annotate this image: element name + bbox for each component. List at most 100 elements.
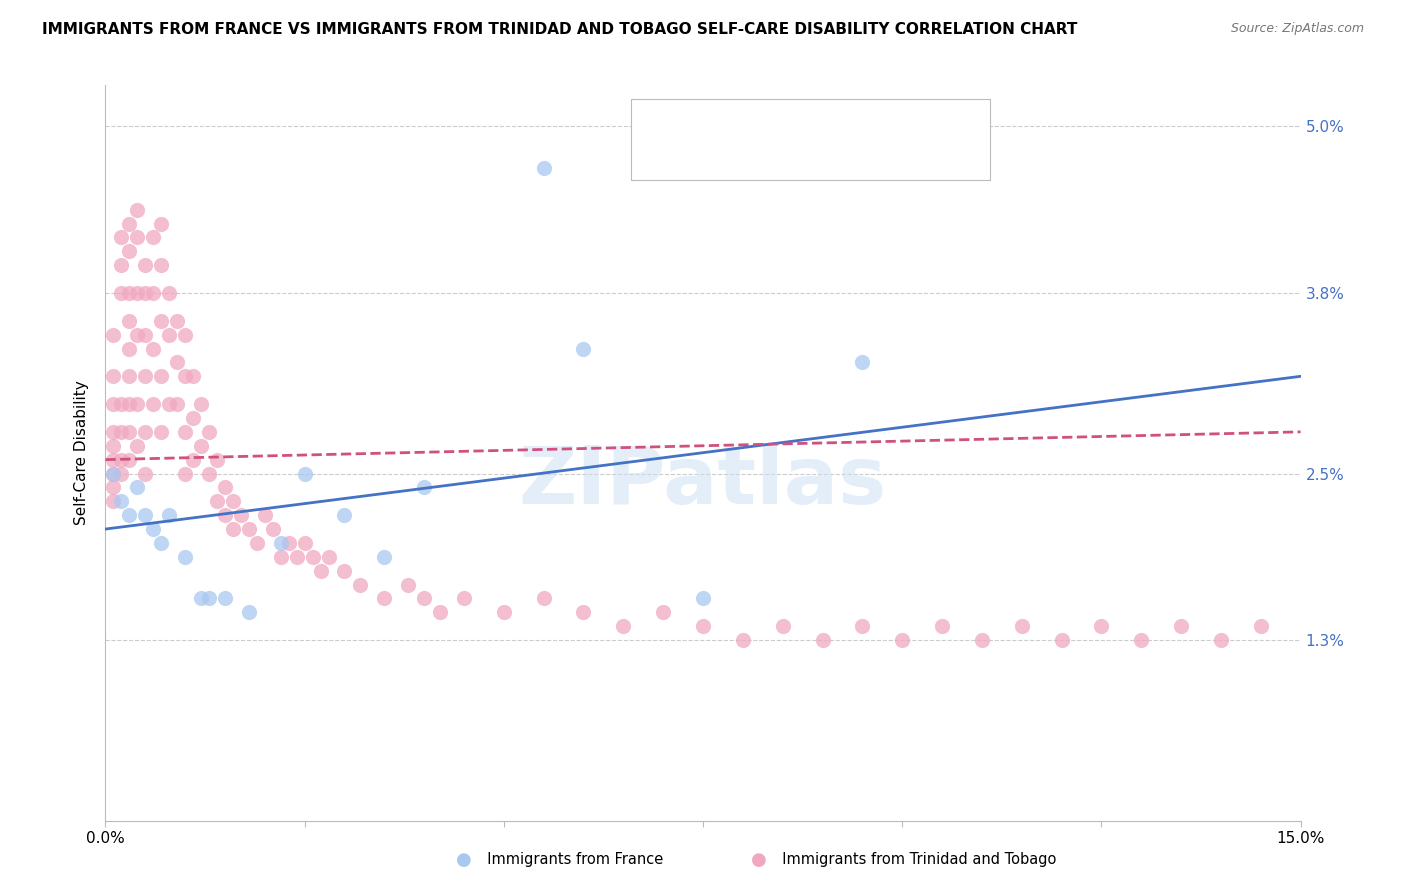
Point — [413, 591, 436, 606]
Point — [150, 258, 173, 272]
Point — [134, 285, 156, 300]
Point — [572, 342, 595, 356]
Point — [333, 508, 356, 523]
Text: Immigrants from Trinidad and Tobago: Immigrants from Trinidad and Tobago — [773, 853, 1057, 867]
Point — [103, 452, 125, 467]
Point — [127, 397, 149, 411]
Point — [373, 591, 395, 606]
Point — [103, 467, 125, 481]
Point — [127, 327, 149, 342]
Point — [174, 369, 197, 384]
Point — [181, 369, 204, 384]
Point — [150, 369, 173, 384]
Point — [396, 577, 419, 591]
Point — [103, 397, 125, 411]
Point — [174, 327, 197, 342]
Point — [103, 494, 125, 508]
Point — [134, 425, 156, 439]
Point — [772, 619, 794, 633]
Point — [270, 536, 292, 550]
Point — [142, 230, 165, 244]
Point — [118, 285, 141, 300]
Point — [285, 549, 308, 564]
Point — [127, 230, 149, 244]
Point — [166, 314, 188, 328]
Point — [301, 549, 323, 564]
Point — [309, 564, 332, 578]
Point — [891, 633, 914, 648]
Point — [318, 549, 340, 564]
Point — [1209, 633, 1232, 648]
Point — [214, 591, 236, 606]
Point — [413, 480, 436, 494]
Point — [229, 508, 252, 523]
Point — [142, 342, 165, 356]
Point — [103, 327, 125, 342]
Point — [103, 480, 125, 494]
Point — [1130, 633, 1153, 648]
Point — [533, 591, 555, 606]
Point — [118, 452, 141, 467]
Point — [205, 452, 228, 467]
Point — [127, 439, 149, 453]
Point — [110, 425, 132, 439]
Point — [533, 161, 555, 175]
Point — [110, 494, 132, 508]
Point — [110, 452, 132, 467]
Point — [970, 633, 993, 648]
Point — [174, 467, 197, 481]
Point — [492, 606, 515, 620]
Point — [349, 577, 371, 591]
Point — [222, 522, 245, 536]
Point — [142, 522, 165, 536]
Point — [253, 508, 276, 523]
Point — [373, 549, 395, 564]
Point — [198, 425, 221, 439]
Y-axis label: Self-Care Disability: Self-Care Disability — [75, 380, 90, 525]
Point — [118, 314, 141, 328]
Point — [277, 536, 299, 550]
Point — [127, 480, 149, 494]
Point — [851, 619, 873, 633]
Point — [134, 258, 156, 272]
Point — [1050, 633, 1073, 648]
Point — [246, 536, 269, 550]
Point — [118, 244, 141, 259]
Point — [270, 549, 292, 564]
Point — [134, 327, 156, 342]
Point — [157, 285, 180, 300]
Point — [103, 467, 125, 481]
Point — [238, 522, 260, 536]
Text: ZIPatlas: ZIPatlas — [519, 443, 887, 521]
Point — [190, 439, 212, 453]
Point — [333, 564, 356, 578]
Point — [118, 342, 141, 356]
Point — [612, 619, 634, 633]
Point — [157, 327, 180, 342]
Point — [134, 467, 156, 481]
Point — [190, 397, 212, 411]
Text: ●: ● — [751, 851, 768, 869]
Point — [103, 439, 125, 453]
Point — [150, 314, 173, 328]
Point — [174, 549, 197, 564]
Point — [142, 285, 165, 300]
Point — [110, 285, 132, 300]
Point — [222, 494, 245, 508]
Point — [181, 411, 204, 425]
Point — [453, 591, 475, 606]
Point — [118, 425, 141, 439]
Point — [1090, 619, 1112, 633]
Point — [731, 633, 754, 648]
Point — [103, 369, 125, 384]
Point — [110, 397, 132, 411]
Point — [110, 230, 132, 244]
Point — [262, 522, 284, 536]
Point — [205, 494, 228, 508]
Point — [103, 425, 125, 439]
Point — [214, 480, 236, 494]
Point — [429, 606, 451, 620]
Point — [110, 258, 132, 272]
Point — [134, 508, 156, 523]
Point — [134, 369, 156, 384]
